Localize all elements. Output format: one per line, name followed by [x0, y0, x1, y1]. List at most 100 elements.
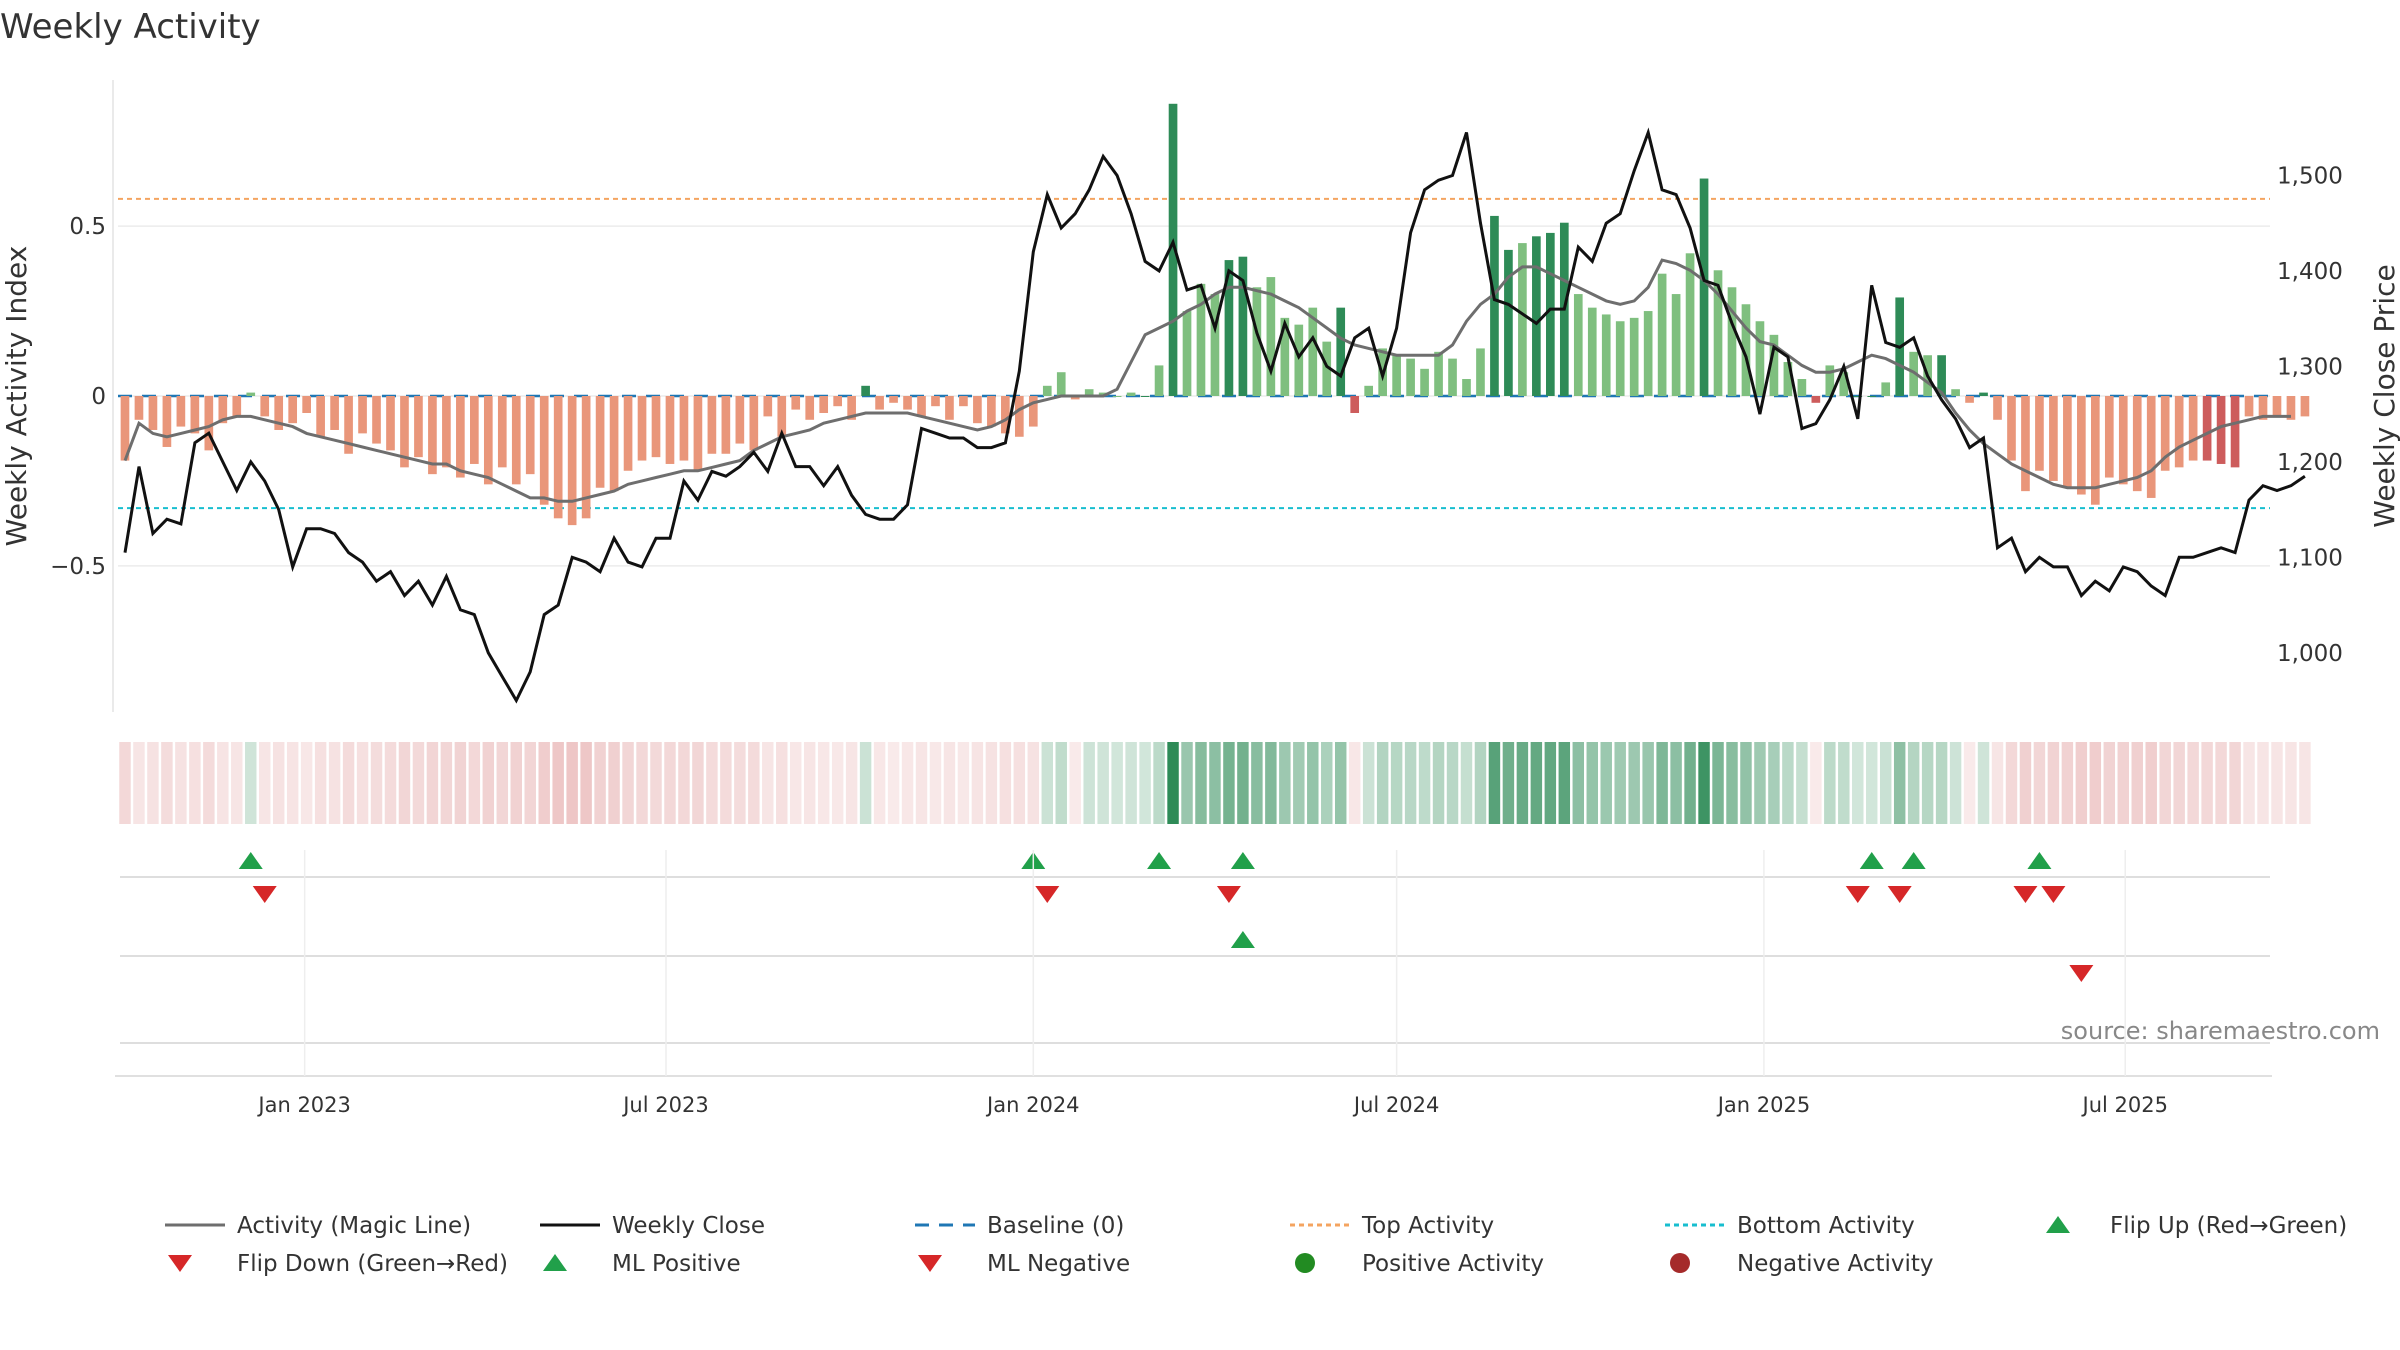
- activity-bar: [1462, 379, 1471, 396]
- heat-strip-cell: [1321, 742, 1333, 824]
- heat-strip-cell: [1614, 742, 1626, 824]
- heat-strip-cell: [2299, 742, 2311, 824]
- heat-strip-cell: [1879, 742, 1892, 824]
- heat-strip-cell: [2061, 742, 2074, 824]
- activity-bar: [553, 396, 563, 519]
- heat-strip-cell: [1754, 742, 1766, 824]
- heat-strip-cell: [2047, 742, 2060, 824]
- activity-bar: [595, 396, 605, 488]
- activity-bar: [1741, 304, 1751, 396]
- activity-bar: [2104, 396, 2114, 478]
- heat-strip-cell: [1265, 742, 1277, 824]
- heat-strip-cell: [524, 742, 536, 824]
- activity-bar: [791, 396, 801, 410]
- weekly-close-series: [123, 127, 2306, 704]
- activity-bar: [763, 396, 773, 417]
- activity-bar: [148, 396, 158, 430]
- activity-bar: [1434, 351, 1443, 396]
- heat-strip-cell: [1195, 742, 1207, 824]
- heat-strip-cell: [412, 742, 425, 824]
- heat-strip-cell: [929, 742, 942, 824]
- flip-up-marker: [1147, 852, 1172, 869]
- activity-bar: [1797, 379, 1807, 396]
- legend-swatch-up: [2046, 1216, 2070, 1233]
- heat-strip-cell: [1013, 742, 1026, 824]
- x-tick-label: Jan 2023: [256, 1093, 351, 1117]
- heat-strip-cell: [161, 742, 173, 824]
- left-axis-label: Weekly Activity Index: [0, 246, 33, 547]
- activity-bar: [1308, 307, 1318, 396]
- activity-bar: [316, 396, 325, 437]
- activity-bar: [1252, 287, 1262, 396]
- activity-bar: [623, 396, 633, 471]
- heat-strip-cell: [1237, 742, 1249, 824]
- heat-strip-cell: [748, 742, 760, 824]
- activity-bar: [2077, 396, 2086, 495]
- flip-markers: [238, 852, 2094, 982]
- activity-bar: [1546, 232, 1555, 396]
- activity-bar: [1140, 396, 1150, 397]
- activity-bar: [1196, 283, 1206, 396]
- activity-bar: [1182, 311, 1192, 396]
- heat-strip-cell: [2229, 742, 2241, 824]
- activity-bar: [274, 396, 284, 430]
- heat-strip-cell: [594, 742, 606, 824]
- heat-strip-cell: [1376, 742, 1389, 824]
- heat-strip-cell: [314, 742, 327, 824]
- activity-bar: [1210, 294, 1220, 396]
- activity-bar: [2118, 396, 2128, 485]
- activity-bar: [707, 396, 717, 454]
- heat-strip-cell: [175, 742, 187, 824]
- chart-legend: Activity (Magic Line) Weekly Close Baselin…: [165, 1213, 2347, 1277]
- heat-strip-cell: [2159, 742, 2171, 824]
- heat-strip-cell: [356, 742, 369, 824]
- flip-down-marker: [1035, 886, 1060, 903]
- activity-bar: [1615, 321, 1625, 396]
- activity-bar: [232, 396, 242, 417]
- activity-bar: [2132, 396, 2142, 492]
- heat-strip-cell: [2271, 742, 2283, 824]
- heat-strip-cell: [496, 742, 509, 824]
- heat-strip-cell: [1712, 742, 1724, 824]
- heat-strip-cell: [1810, 742, 1822, 824]
- heat-strip-cell: [1432, 742, 1445, 824]
- heat-strip-cell: [1055, 742, 1067, 824]
- right-tick-label: 1,000: [2277, 641, 2343, 667]
- activity-bar: [1448, 358, 1457, 396]
- activity-bar: [442, 396, 451, 468]
- activity-bar: [1713, 270, 1723, 396]
- activity-bar: [2244, 396, 2254, 417]
- heat-strip-cell: [1390, 742, 1403, 824]
- heat-strip-cell: [2033, 742, 2046, 824]
- activity-bar: [1518, 243, 1527, 396]
- activity-bar: [1001, 396, 1010, 434]
- activity-bar: [176, 396, 186, 427]
- heat-strip-cell: [1824, 742, 1836, 824]
- heat-strip-cell: [1544, 742, 1557, 824]
- activity-bar: [665, 396, 675, 464]
- x-tick-label: Jan 2025: [1716, 1093, 1811, 1117]
- activity-bar: [218, 396, 228, 424]
- activity-bar: [1951, 389, 1960, 396]
- heat-strip-cell: [1935, 742, 1948, 824]
- activity-bar: [805, 396, 815, 420]
- heat-strip-cell: [258, 742, 271, 824]
- activity-bar: [1406, 358, 1415, 396]
- activity-bar: [1280, 317, 1290, 396]
- activity-bar: [1853, 396, 1863, 397]
- activity-bar: [288, 396, 298, 424]
- activity-bar: [2216, 396, 2226, 464]
- flip-up-marker: [1859, 852, 1884, 869]
- heat-strip-cell: [1139, 742, 1151, 824]
- heat-strip-cell: [1502, 742, 1515, 824]
- activity-bar: [721, 396, 731, 454]
- activity-bar: [2300, 396, 2310, 417]
- activity-bar: [190, 396, 200, 434]
- activity-bar: [917, 396, 926, 417]
- source-note: source: sharemaestro.com: [2061, 1017, 2380, 1045]
- heat-strip-cell: [147, 742, 159, 824]
- heat-strip-cell: [2131, 742, 2143, 824]
- heat-strip-cell: [2173, 742, 2185, 824]
- activity-bar: [400, 396, 409, 468]
- flip-up-marker: [2027, 852, 2052, 869]
